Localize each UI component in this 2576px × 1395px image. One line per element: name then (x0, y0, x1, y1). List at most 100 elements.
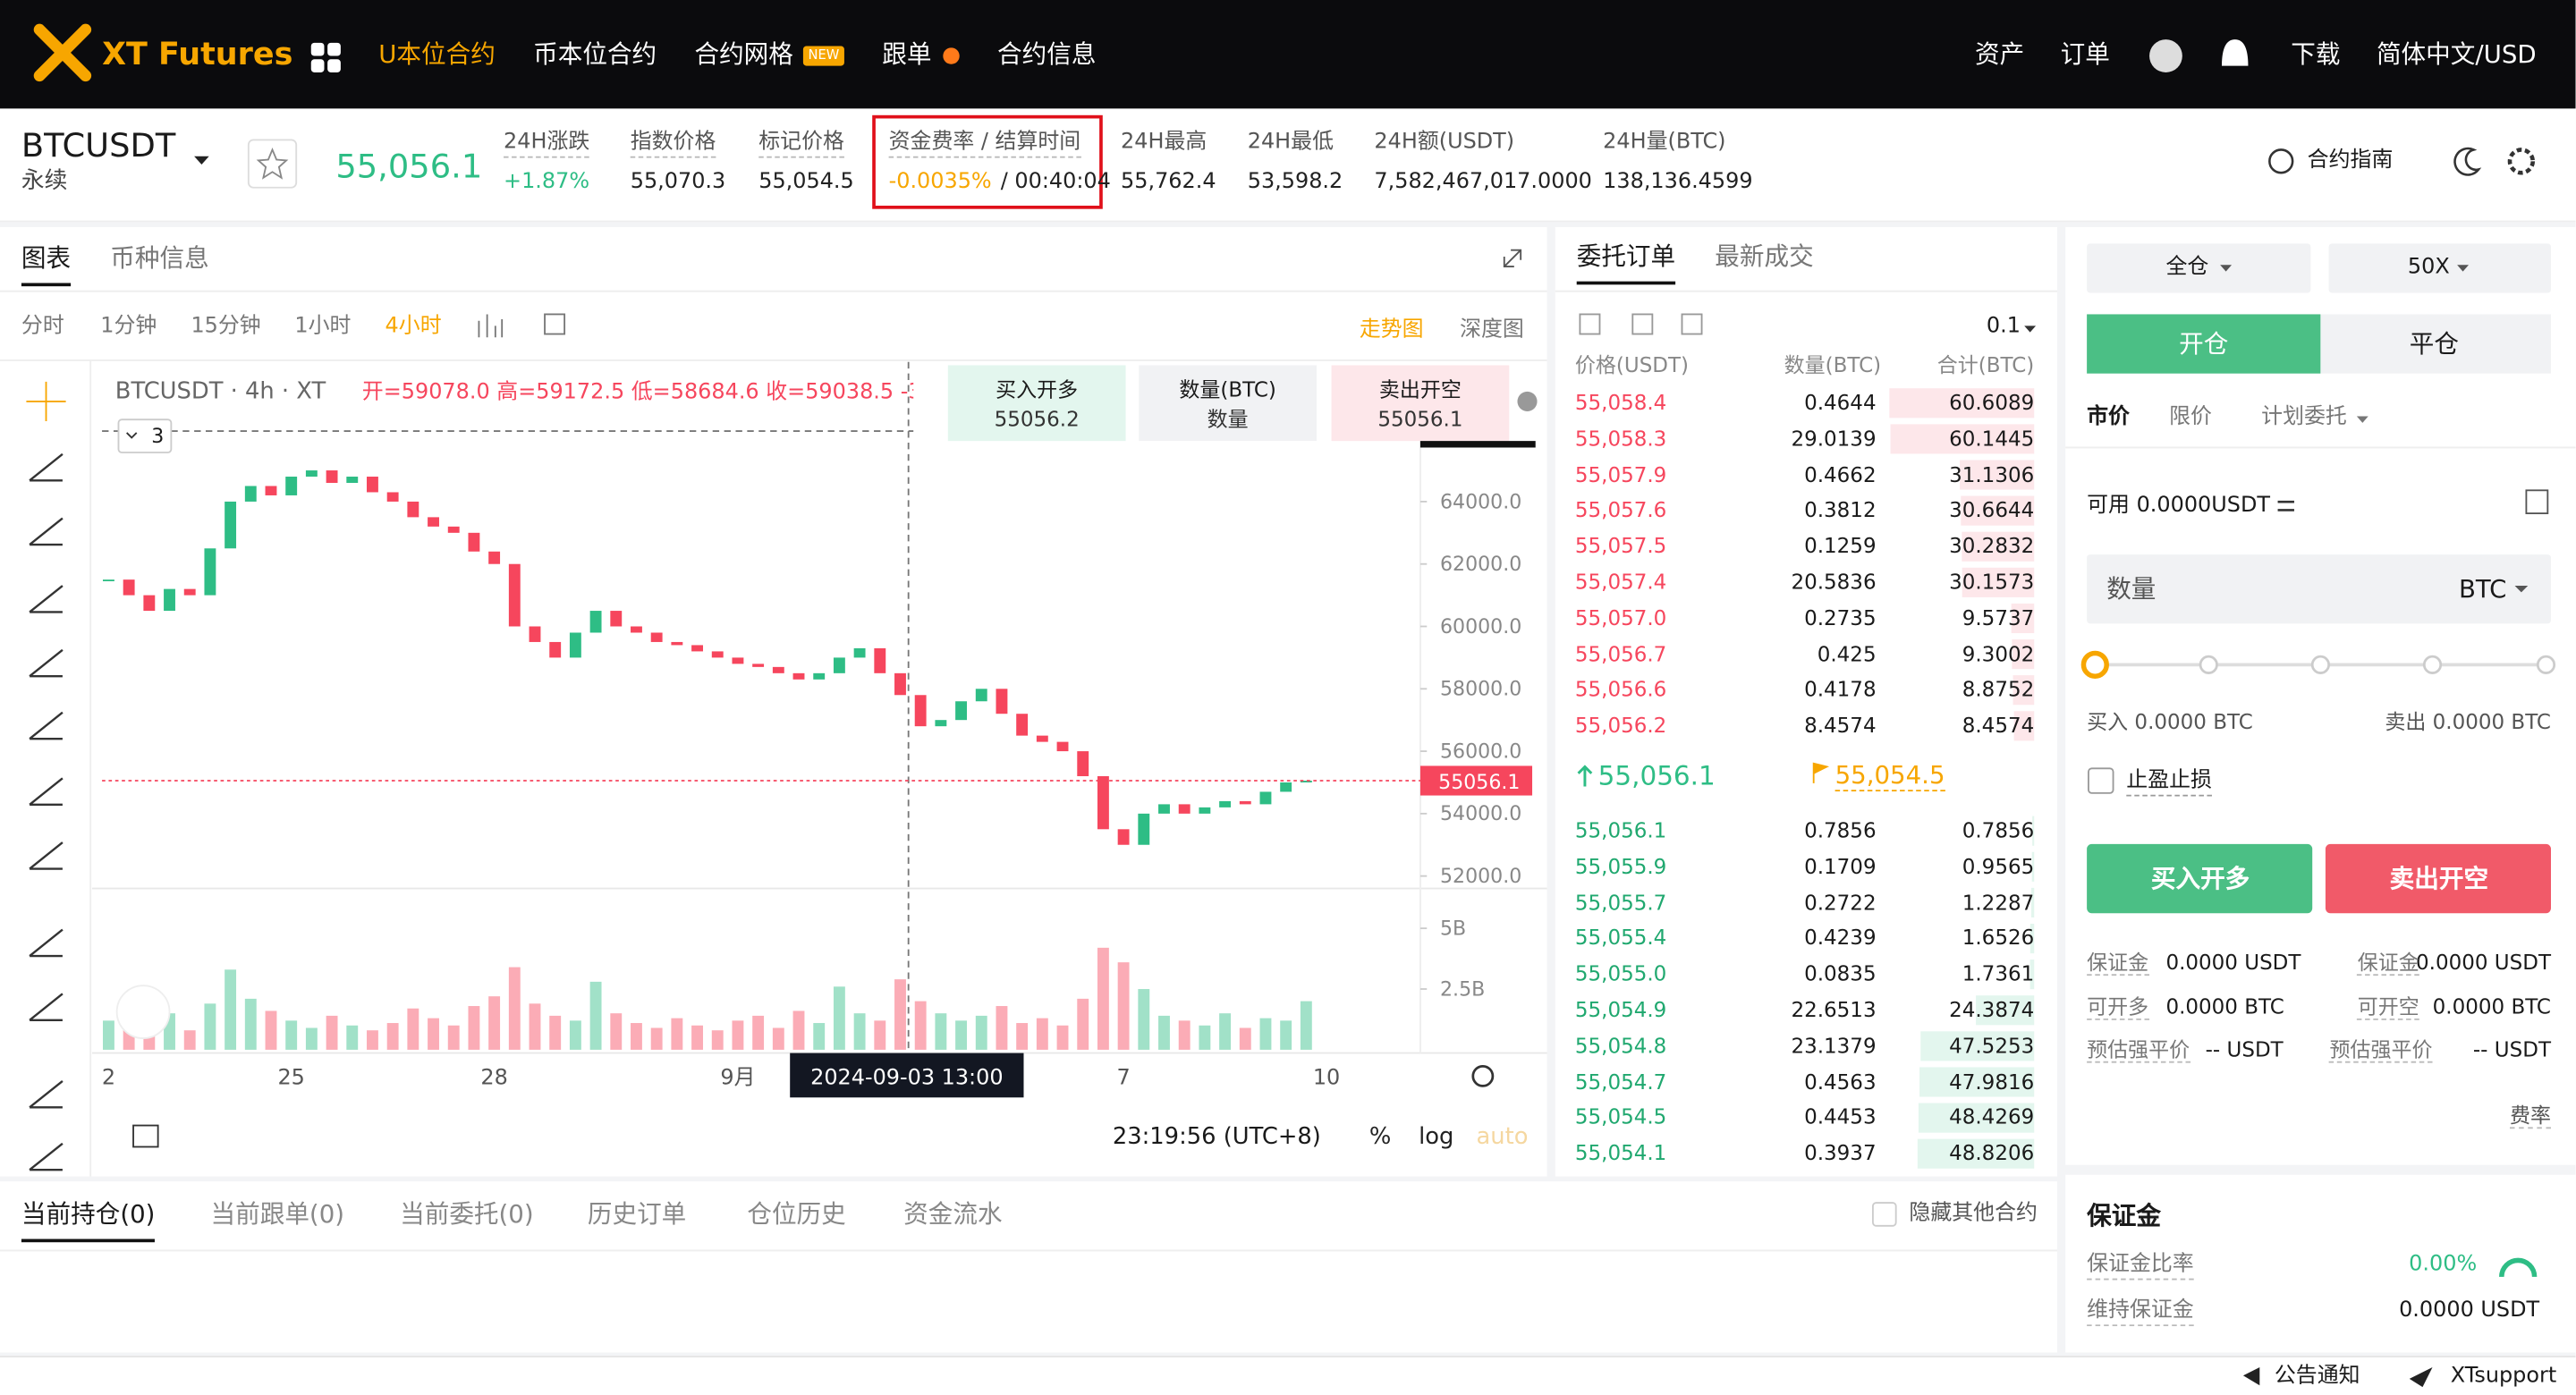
order-price[interactable]: 55,056.6 (1574, 676, 1667, 702)
volume-bar (407, 1008, 419, 1050)
quick-button[interactable] (1331, 365, 1510, 442)
order-total: 30.6644 (1949, 497, 2035, 522)
close-tab[interactable] (2320, 314, 2551, 374)
order-price[interactable]: 55,055.7 (1574, 889, 1667, 915)
order-price[interactable]: 55,056.2 (1574, 713, 1667, 738)
nav-item[interactable]: 币本位合约 (533, 39, 657, 70)
order-price[interactable]: 55,054.1 (1574, 1140, 1667, 1166)
candle (1117, 829, 1130, 845)
candle (1178, 804, 1191, 814)
nav-right-item[interactable]: 下载 (2291, 39, 2341, 70)
orderbook-tab[interactable]: 委托订单 (1576, 241, 1676, 285)
positions-tab[interactable]: 资金流水 (903, 1199, 1003, 1230)
clock: 23:19:56 (UTC+8) (1112, 1123, 1321, 1151)
depth-mode-icon (1631, 313, 1654, 335)
order-type[interactable]: 市价 (2087, 404, 2130, 430)
margin-mode-btn[interactable] (2087, 243, 2311, 293)
logo-text: XT Futures (102, 36, 293, 72)
order-price[interactable]: 55,056.7 (1574, 640, 1667, 666)
tpsl-toggle[interactable]: 止盈止损 (2126, 768, 2212, 796)
symbol[interactable]: BTCUSDT (21, 124, 176, 165)
interval-option[interactable]: 1小时 (294, 314, 352, 340)
leverage-btn[interactable] (2328, 243, 2551, 293)
depth-bar (1976, 995, 2035, 1026)
order-price[interactable]: 55,055.0 (1574, 960, 1667, 986)
depth-bar (1961, 495, 2035, 526)
nav-right-item[interactable]: 资产 (1975, 39, 2025, 70)
info-value: 0.0000 BTC (2432, 993, 2551, 1019)
nav-right-item[interactable]: 简体中文/USD (2376, 39, 2537, 70)
footer-link[interactable]: 公告通知 (2274, 1364, 2360, 1389)
candle (183, 588, 196, 596)
order-price[interactable]: 55,056.1 (1574, 817, 1667, 843)
guide-link[interactable]: 合约指南 (2307, 148, 2394, 173)
positions-tab[interactable]: 历史订单 (587, 1199, 687, 1230)
qty-input[interactable] (2087, 554, 2551, 624)
order-total: 8.8752 (1962, 676, 2035, 702)
interval-option[interactable]: 4小时 (385, 314, 442, 340)
quick-label: 数量(BTC) (1179, 376, 1276, 402)
sell-button[interactable] (2325, 843, 2551, 914)
open-tab[interactable] (2087, 314, 2321, 374)
hide-other-toggle[interactable]: 隐藏其他合约 (1909, 1201, 2038, 1226)
quick-button[interactable] (1139, 365, 1317, 442)
quick-button[interactable] (947, 365, 1126, 442)
order-price[interactable]: 55,057.9 (1574, 461, 1667, 486)
order-price[interactable]: 55,054.9 (1574, 997, 1667, 1022)
scale-option[interactable]: % (1368, 1123, 1392, 1151)
chart-tab[interactable]: 图表 (21, 243, 72, 287)
order-price[interactable]: 55,054.8 (1574, 1033, 1667, 1058)
precision-select[interactable]: 0.1 (1986, 314, 2021, 340)
interval-option[interactable]: 15分钟 (191, 314, 261, 340)
order-price[interactable]: 55,057.4 (1574, 569, 1667, 595)
nav-item[interactable]: 合约信息 (997, 39, 1097, 70)
positions-tab[interactable]: 当前委托(0) (400, 1199, 534, 1230)
candle (285, 477, 298, 495)
order-price[interactable]: 55,054.5 (1574, 1104, 1667, 1129)
positions-tab[interactable]: 当前跟单(0) (210, 1199, 345, 1230)
candle (123, 579, 135, 596)
order-price[interactable]: 55,058.3 (1574, 426, 1667, 451)
order-price[interactable]: 55,054.7 (1574, 1069, 1667, 1094)
chart-tab[interactable]: 币种信息 (110, 243, 209, 274)
order-price[interactable]: 55,057.5 (1574, 533, 1667, 559)
order-price[interactable]: 55,058.4 (1574, 390, 1667, 415)
buy-button[interactable] (2087, 843, 2313, 914)
view-option[interactable]: 走势图 (1359, 317, 1424, 342)
mark-flag (1812, 762, 1830, 783)
volume-bar (428, 1018, 439, 1050)
view-option[interactable]: 深度图 (1460, 317, 1524, 342)
nav-right-item[interactable]: 订单 (2060, 39, 2110, 70)
positions-tab[interactable]: 仓位历史 (747, 1199, 846, 1230)
volume-bar (1097, 947, 1109, 1050)
scale-option[interactable]: log (1419, 1123, 1454, 1151)
depth-bar (1917, 1138, 2035, 1169)
order-price[interactable]: 55,057.6 (1574, 497, 1667, 522)
interval-option[interactable]: 分时 (21, 314, 64, 340)
scale-option[interactable]: auto (1476, 1123, 1529, 1151)
orderbook-tab[interactable]: 最新成交 (1715, 241, 1814, 272)
slider-stop (2310, 655, 2330, 674)
volume-bar (468, 1006, 480, 1050)
order-total: 0.7856 (1962, 817, 2035, 843)
indicator-count[interactable]: 3 (151, 424, 165, 448)
qty-unit[interactable]: BTC (2458, 574, 2507, 604)
order-type[interactable]: 计划委托 (2261, 404, 2347, 430)
order-type[interactable]: 限价 (2169, 404, 2212, 430)
depth-bar (1919, 1067, 2035, 1097)
positions-tab[interactable]: 当前持仓(0) (21, 1199, 156, 1243)
up-arrow (1577, 765, 1593, 787)
order-price[interactable]: 55,055.9 (1574, 853, 1667, 879)
nav-item[interactable]: 跟单 (882, 39, 932, 70)
transfer-icon (2277, 500, 2294, 512)
order-total: 60.6089 (1949, 390, 2035, 415)
nav-item[interactable]: 合约网格 (694, 39, 793, 70)
interval-option[interactable]: 1分钟 (100, 314, 157, 340)
footer-link[interactable]: XTsupport (2450, 1364, 2557, 1389)
fee-link[interactable]: 费率 (2509, 1102, 2551, 1129)
order-price[interactable]: 55,055.4 (1574, 925, 1667, 951)
nav-item[interactable]: U本位合约 (378, 39, 496, 70)
indicator-box (117, 418, 173, 453)
order-price[interactable]: 55,057.0 (1574, 604, 1667, 630)
volume-bar (447, 1025, 460, 1050)
